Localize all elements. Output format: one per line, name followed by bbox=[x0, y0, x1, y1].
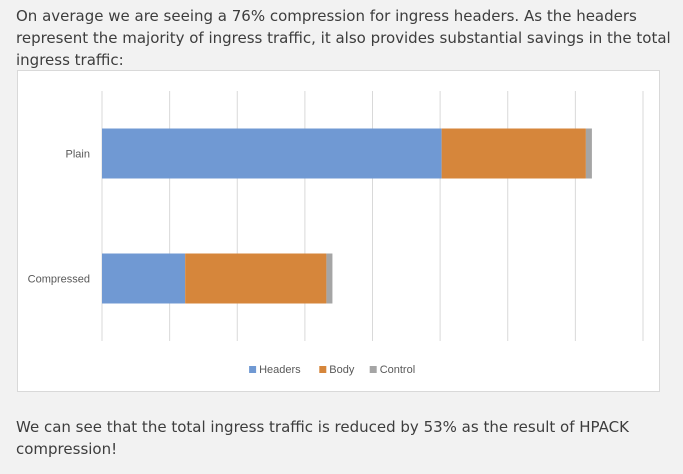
stacked-bar-chart: Plain Compressed Headers Body Control bbox=[28, 91, 644, 376]
legend-label-body: Body bbox=[329, 364, 355, 376]
category-label-plain: Plain bbox=[66, 149, 90, 161]
bar-control-compressed bbox=[326, 253, 333, 304]
intro-paragraph: On average we are seeing a 76% compressi… bbox=[16, 7, 671, 69]
bar-body-plain bbox=[441, 128, 586, 179]
legend-swatch-headers bbox=[249, 366, 257, 373]
chart-container: Plain Compressed Headers Body Control bbox=[17, 70, 660, 392]
legend-swatch-control bbox=[369, 366, 377, 373]
legend-label-headers: Headers bbox=[259, 364, 301, 376]
category-label-compressed: Compressed bbox=[28, 274, 90, 286]
legend-swatch-body bbox=[319, 366, 327, 373]
legend-label-control: Control bbox=[380, 364, 415, 376]
bar-control-plain bbox=[585, 128, 592, 179]
bar-headers-compressed bbox=[102, 253, 186, 304]
bar-body-compressed bbox=[185, 253, 327, 304]
outro-paragraph: We can see that the total ingress traffi… bbox=[16, 418, 629, 458]
bar-headers-plain bbox=[102, 128, 442, 179]
